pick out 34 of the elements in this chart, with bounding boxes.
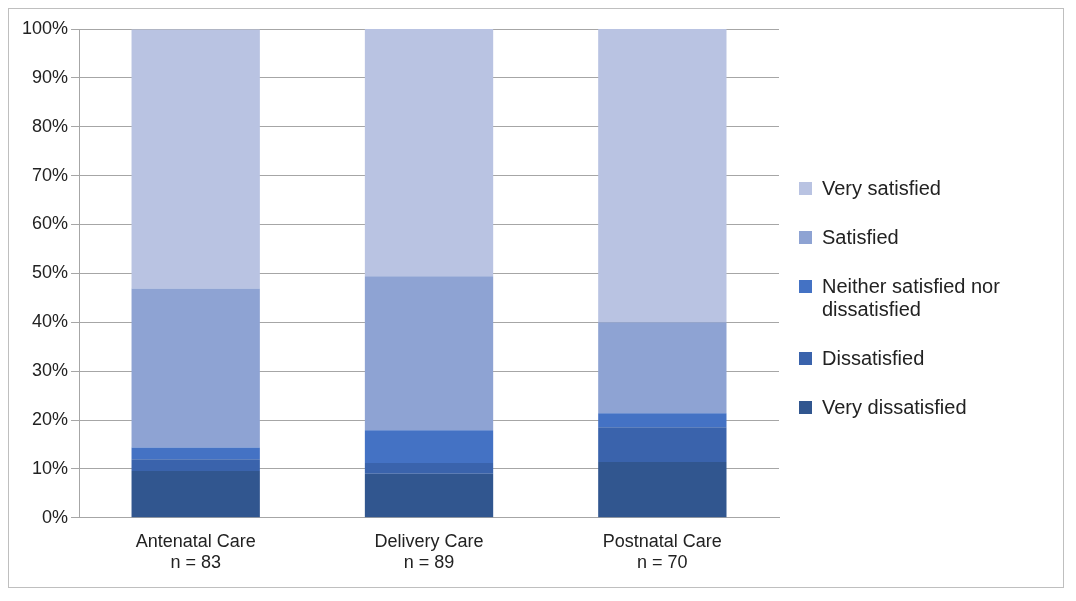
y-tick-label: 0% <box>42 506 69 527</box>
legend-label: Dissatisfied <box>822 347 925 370</box>
bar <box>598 29 727 323</box>
y-tick-label: 40% <box>32 311 69 332</box>
legend-label: Satisfied <box>822 226 899 249</box>
bar <box>364 473 494 518</box>
bar <box>598 462 727 518</box>
y-tick-label: 90% <box>32 66 69 87</box>
bar <box>364 430 494 464</box>
bar <box>131 459 260 471</box>
y-tick-label: 10% <box>32 457 69 478</box>
legend-label: Neither satisfied nor dissatisfied <box>822 275 1001 321</box>
bar <box>131 288 260 448</box>
bar <box>131 29 260 289</box>
bar <box>131 447 260 460</box>
bar <box>364 463 494 474</box>
y-tick-label: 60% <box>32 213 69 234</box>
bar <box>598 322 727 414</box>
legend-label: Very dissatisfied <box>822 396 967 419</box>
y-tick-label: 100% <box>21 17 69 38</box>
bar <box>598 413 727 428</box>
y-tick-label: 70% <box>32 164 69 185</box>
y-tick-label: 50% <box>32 262 69 283</box>
x-tick-label: Postnatal Care n = 70 <box>602 530 722 573</box>
y-tick-label: 20% <box>32 409 69 430</box>
y-tick-label: 80% <box>32 115 69 136</box>
bar <box>598 427 727 463</box>
legend-label: Very satisfied <box>822 177 941 200</box>
bar <box>364 29 494 277</box>
bar <box>131 470 260 518</box>
bar <box>364 276 494 431</box>
x-tick-label: Antenatal Care n = 83 <box>135 530 256 573</box>
y-tick-label: 30% <box>32 360 69 381</box>
x-tick-label: Delivery Care n = 89 <box>374 530 484 573</box>
